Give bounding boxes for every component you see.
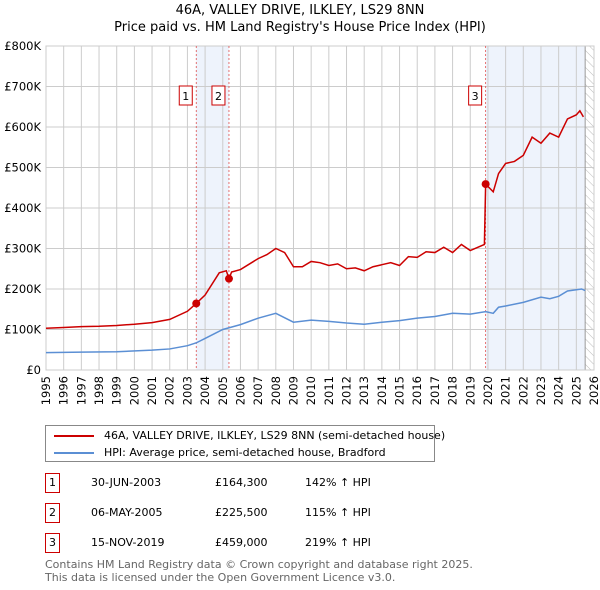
plot-frame (45, 45, 595, 371)
x-tick-label: 2021 (499, 376, 513, 405)
sale-row: 3 15-NOV-2019 £459,000 219% ↑ HPI (45, 533, 465, 553)
x-tick-label: 2005 (216, 376, 230, 405)
legend-hpi: HPI: Average price, semi-detached house,… (104, 446, 386, 459)
hpi-line (45, 288, 586, 354)
y-tick-label: £200K (4, 282, 41, 296)
sale-date: 30-JUN-2003 (91, 476, 162, 489)
price-chart: 1995 1996 1997 1998 1999 2000 2001 2002 2003 2004… (4, 39, 600, 405)
sale-hpi-change: 142% ↑ HPI (305, 476, 371, 489)
footer: Contains HM Land Registry data © Crown c… (45, 558, 473, 584)
x-tick-label: 2016 (410, 376, 424, 405)
x-tick-label: 2010 (304, 376, 318, 405)
x-tick-label: 2004 (198, 376, 212, 405)
x-tick-label: 1996 (57, 376, 71, 405)
x-tick-label: 2003 (180, 376, 194, 405)
sale-marker-label: 3 (472, 90, 479, 103)
y-tick-label: £500K (4, 161, 41, 175)
y-tick-label: £800K (4, 39, 41, 53)
y-tick-label: £700K (4, 80, 41, 94)
sale-marker-label: 2 (45, 503, 60, 523)
x-tick-label: 2007 (251, 376, 265, 405)
x-tick-label: 1998 (92, 376, 106, 405)
x-tick-label: 2024 (552, 376, 566, 405)
x-tick-label: 2020 (481, 376, 495, 405)
x-tick-label: 2025 (569, 376, 583, 405)
x-tick-label: 2009 (286, 376, 300, 405)
x-tick-label: 2012 (340, 376, 354, 405)
sale-marker-label: 1 (45, 473, 60, 493)
x-tick-label: 2017 (428, 376, 442, 405)
sale-row: 1 30-JUN-2003 £164,300 142% ↑ HPI (45, 473, 465, 493)
x-tick-label: 2019 (463, 376, 477, 405)
y-tick-label: £300K (4, 242, 41, 256)
x-tick-label: 2026 (587, 376, 600, 405)
x-tick-label: 2001 (145, 376, 159, 405)
x-tick-label: 2015 (393, 376, 407, 405)
y-tick-label: £0 (26, 363, 41, 377)
x-tick-label: 2000 (127, 376, 141, 405)
sale-point (192, 299, 201, 308)
legend-property: 46A, VALLEY DRIVE, ILKLEY, LS29 8NN (sem… (104, 429, 446, 442)
sale-date: 15-NOV-2019 (91, 536, 165, 549)
chart-subtitle: Price paid vs. HM Land Registry's House … (114, 20, 486, 35)
legend-red-line (54, 434, 94, 437)
legend-blue-line (54, 451, 94, 454)
sale-row: 2 06-MAY-2005 £225,500 115% ↑ HPI (45, 503, 465, 523)
chart-title: 46A, VALLEY DRIVE, ILKLEY, LS29 8NN (175, 3, 425, 18)
sale-date: 06-MAY-2005 (91, 506, 163, 519)
x-tick-label: 2002 (163, 376, 177, 405)
footer-line: This data is licensed under the Open Gov… (45, 571, 396, 584)
x-tick-label: 2008 (269, 376, 283, 405)
sale-point (224, 274, 233, 283)
x-tick-label: 1995 (39, 376, 53, 405)
y-tick-label: £600K (4, 120, 41, 134)
x-tick-label: 1997 (74, 376, 88, 405)
x-tick-label: 2006 (233, 376, 247, 405)
sale-price: £164,300 (215, 476, 268, 489)
sale-marker-box (178, 85, 193, 106)
x-tick-label: 2014 (375, 376, 389, 405)
x-tick-label: 1999 (110, 376, 124, 405)
x-tick-label: 2011 (322, 376, 336, 405)
sale-price: £225,500 (215, 506, 268, 519)
sale-marker-box (468, 85, 483, 106)
x-tick-label: 2022 (516, 376, 530, 405)
x-tick-label: 2023 (534, 376, 548, 405)
sale-marker-box (211, 85, 226, 106)
footer-line: Contains HM Land Registry data © Crown c… (45, 558, 473, 571)
sale-marker-label: 3 (45, 533, 60, 553)
y-tick-label: £400K (4, 201, 41, 215)
sale-hpi-change: 115% ↑ HPI (305, 506, 371, 519)
x-tick-label: 2013 (357, 376, 371, 405)
sale-price: £459,000 (215, 536, 268, 549)
legend: 46A, VALLEY DRIVE, ILKLEY, LS29 8NN (sem… (45, 425, 445, 462)
x-tick-label: 2018 (446, 376, 460, 405)
sale-marker-label: 1 (182, 90, 189, 103)
y-tick-label: £100K (4, 323, 41, 337)
sale-point (481, 180, 490, 189)
sale-marker-label: 2 (215, 90, 222, 103)
sale-hpi-change: 219% ↑ HPI (305, 536, 371, 549)
